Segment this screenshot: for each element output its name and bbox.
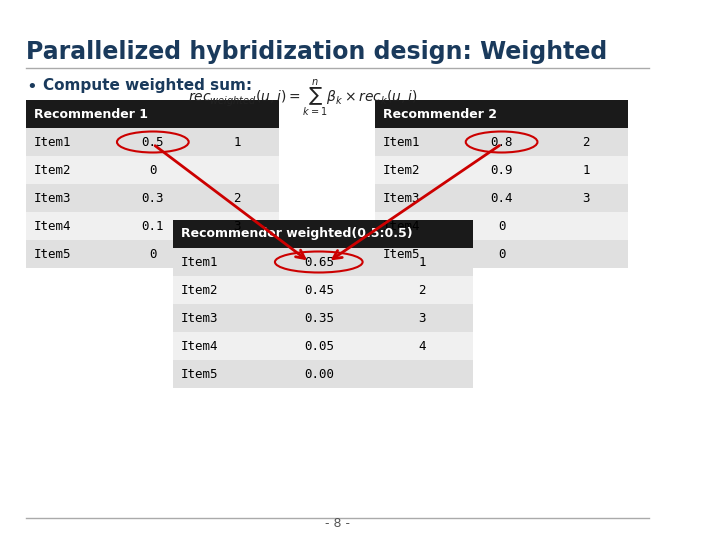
Text: 3: 3 — [582, 192, 590, 205]
Text: Recommender weighted(0.5:0.5): Recommender weighted(0.5:0.5) — [181, 227, 413, 240]
Text: Item3: Item3 — [382, 192, 420, 205]
Text: Item3: Item3 — [181, 312, 218, 325]
Text: 1: 1 — [418, 255, 426, 268]
Text: Item4: Item4 — [181, 340, 218, 353]
FancyBboxPatch shape — [375, 212, 628, 240]
Text: 0.3: 0.3 — [142, 192, 164, 205]
Text: $\mathit{rec}_{weighted}(u,i)=\sum_{k=1}^{n}\beta_k\times rec_k(u,i)$: $\mathit{rec}_{weighted}(u,i)=\sum_{k=1}… — [187, 78, 417, 119]
Text: 2: 2 — [233, 192, 241, 205]
FancyBboxPatch shape — [174, 360, 474, 388]
FancyBboxPatch shape — [26, 100, 279, 128]
Text: 0.9: 0.9 — [490, 164, 513, 177]
FancyBboxPatch shape — [26, 128, 279, 156]
FancyBboxPatch shape — [174, 304, 474, 332]
Text: 0.00: 0.00 — [304, 368, 334, 381]
Text: Item1: Item1 — [34, 136, 71, 148]
FancyBboxPatch shape — [375, 240, 628, 268]
Text: 0.1: 0.1 — [142, 219, 164, 233]
FancyBboxPatch shape — [174, 276, 474, 304]
FancyBboxPatch shape — [174, 248, 474, 276]
Text: Recommender 2: Recommender 2 — [382, 107, 497, 120]
Text: 1: 1 — [233, 136, 241, 148]
Text: Item4: Item4 — [382, 219, 420, 233]
Text: Item5: Item5 — [181, 368, 218, 381]
Text: Item1: Item1 — [181, 255, 218, 268]
Text: Item2: Item2 — [382, 164, 420, 177]
Text: Recommender 1: Recommender 1 — [34, 107, 148, 120]
Text: 0: 0 — [149, 247, 156, 260]
Text: Item2: Item2 — [34, 164, 71, 177]
FancyBboxPatch shape — [375, 156, 628, 184]
Text: 0: 0 — [498, 219, 505, 233]
Text: - 8 -: - 8 - — [325, 517, 350, 530]
Text: Item3: Item3 — [34, 192, 71, 205]
Text: 0.05: 0.05 — [304, 340, 334, 353]
Text: Item5: Item5 — [382, 247, 420, 260]
FancyBboxPatch shape — [375, 100, 628, 128]
Text: Item5: Item5 — [34, 247, 71, 260]
FancyBboxPatch shape — [26, 240, 279, 268]
FancyBboxPatch shape — [26, 184, 279, 212]
FancyBboxPatch shape — [375, 184, 628, 212]
Text: Compute weighted sum:: Compute weighted sum: — [43, 78, 252, 93]
Text: Item1: Item1 — [382, 136, 420, 148]
Text: Parallelized hybridization design: Weighted: Parallelized hybridization design: Weigh… — [26, 40, 608, 64]
Text: 0: 0 — [149, 164, 156, 177]
Text: Item2: Item2 — [181, 284, 218, 296]
FancyBboxPatch shape — [174, 332, 474, 360]
Text: 0.35: 0.35 — [304, 312, 334, 325]
FancyBboxPatch shape — [26, 212, 279, 240]
Text: 1: 1 — [582, 164, 590, 177]
Text: 4: 4 — [418, 340, 426, 353]
FancyBboxPatch shape — [26, 156, 279, 184]
Text: 0.8: 0.8 — [490, 136, 513, 148]
Text: 2: 2 — [418, 284, 426, 296]
Text: 0.65: 0.65 — [304, 255, 334, 268]
Text: Item4: Item4 — [34, 219, 71, 233]
Text: 0.5: 0.5 — [142, 136, 164, 148]
Text: 0.4: 0.4 — [490, 192, 513, 205]
FancyBboxPatch shape — [375, 128, 628, 156]
FancyBboxPatch shape — [174, 220, 474, 248]
Text: 3: 3 — [233, 219, 241, 233]
Text: •: • — [26, 78, 37, 96]
Text: 0.45: 0.45 — [304, 284, 334, 296]
Text: 2: 2 — [582, 136, 590, 148]
Text: 0: 0 — [498, 247, 505, 260]
Text: 3: 3 — [418, 312, 426, 325]
